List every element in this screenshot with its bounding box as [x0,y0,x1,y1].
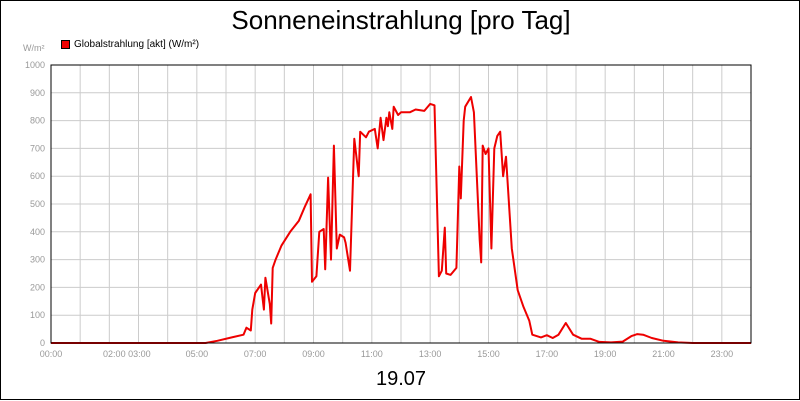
y-tick-label: 300 [30,255,45,265]
x-tick-label: 19:00 [594,349,617,359]
x-tick-label: 05:00 [186,349,209,359]
x-tick-label: 00:00 [40,349,63,359]
y-tick-label: 200 [30,282,45,292]
chart-title: Sonneneinstrahlung [pro Tag] [231,5,571,35]
y-tick-label: 0 [40,338,45,348]
x-tick-label: 21:00 [652,349,675,359]
y-tick-label: 700 [30,143,45,153]
x-tick-label: 15:00 [477,349,500,359]
x-tick-label: 02:00 03:00 [103,349,151,359]
x-tick-label: 11:00 [361,349,383,359]
legend-label: Globalstrahlung [akt] (W/m²) [74,39,200,50]
y-tick-label: 900 [30,88,45,98]
legend: Globalstrahlung [akt] (W/m²) [61,39,199,50]
x-tick-label: 09:00 [302,349,325,359]
y-tick-label: 800 [30,116,45,126]
legend-swatch [61,40,70,49]
date-label: 19.07 [375,368,427,390]
y-tick-label: 100 [30,310,45,320]
y-tick-label: 400 [30,227,45,237]
x-tick-label: 23:00 [711,349,734,359]
x-tick-label: 17:00 [536,349,559,359]
x-tick-label: 07:00 [244,349,267,359]
y-tick-label: 500 [30,199,45,209]
y-tick-label: 600 [30,171,45,181]
x-tick-label: 13:00 [419,349,442,359]
series-line-globalstrahlung [51,96,751,344]
plot-border [50,64,752,344]
y-tick-label: 1000 [25,60,45,70]
y-axis-unit-label: W/m² [23,43,45,53]
